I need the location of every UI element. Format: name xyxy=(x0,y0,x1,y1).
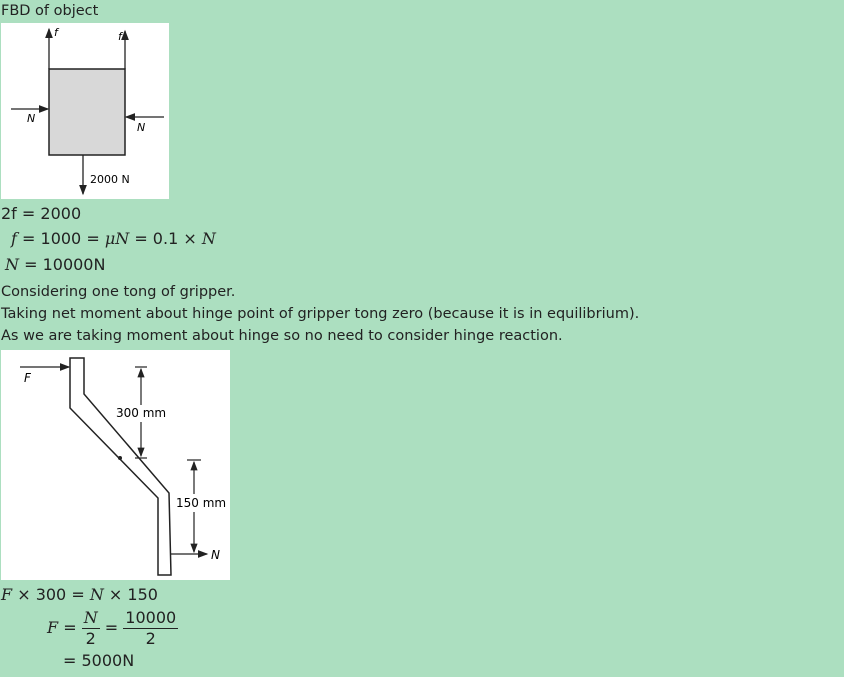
label-150mm: 150 mm xyxy=(176,496,226,510)
paragraph-line-2: Taking net moment about hinge point of g… xyxy=(1,306,640,322)
label-force-f: F xyxy=(24,371,32,385)
hinge-point xyxy=(118,456,122,460)
fraction-10000-over-2: 10000 2 xyxy=(123,608,179,648)
equation-normal-value: N = 10000N xyxy=(5,255,106,274)
block xyxy=(48,68,126,156)
equation-force-result: = 5000N xyxy=(63,651,135,670)
heading: FBD of object xyxy=(1,3,99,19)
paragraph-line-1: Considering one tong of gripper. xyxy=(1,284,236,300)
fbd-block-diagram: f f N N 2000 N xyxy=(11,26,164,196)
equation-moment-balance: F × 300 = N × 150 xyxy=(1,585,158,604)
gripper-tong-figure: F 300 mm 150 mm N xyxy=(1,350,230,580)
label-reaction-n: N xyxy=(211,548,220,562)
equation-friction-value: f = 1000 = μN = 0.1 × N xyxy=(11,229,216,248)
equation-sum-friction: 2f = 2000 xyxy=(1,204,82,223)
fraction-n-over-2: N 2 xyxy=(81,608,100,648)
label-weight: 2000 N xyxy=(90,173,130,186)
label-300mm: 300 mm xyxy=(116,406,166,420)
gripper-tong-diagram: F 300 mm 150 mm N xyxy=(20,357,226,576)
fbd-block-figure: f f N N 2000 N xyxy=(1,23,169,199)
equation-force-fraction: F = N 2 = 10000 2 xyxy=(47,608,179,648)
label-f-right: f xyxy=(118,30,124,43)
label-n-right: N xyxy=(137,121,145,134)
paragraph-line-3: As we are taking moment about hinge so n… xyxy=(1,328,563,344)
tong-body xyxy=(69,357,172,576)
label-n-left: N xyxy=(27,112,35,125)
label-f-left: f xyxy=(54,26,60,39)
